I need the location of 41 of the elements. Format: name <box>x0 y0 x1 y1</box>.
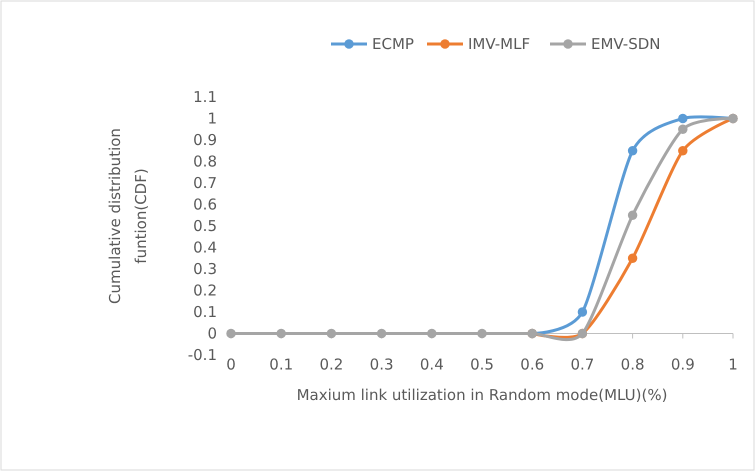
y-tick-label: 0.9 <box>193 130 217 149</box>
y-tick-label: 0.4 <box>193 238 217 256</box>
y-tick-label: 0.5 <box>193 216 217 235</box>
y-tick-label: 0.2 <box>193 281 217 300</box>
x-tick-label: 0.2 <box>319 356 344 374</box>
point <box>427 328 437 338</box>
point <box>578 307 588 317</box>
legend-label: ECMP <box>372 35 414 53</box>
y-tick-label: 0.6 <box>193 195 217 214</box>
point <box>628 146 638 156</box>
x-tick-label: 0.7 <box>570 356 594 374</box>
point <box>678 124 688 134</box>
legend-label: IMV-MLF <box>468 35 530 53</box>
x-tick-label: 0.4 <box>420 356 444 374</box>
x-axis-title: Maxium link utilization in Random mode(MLU)(%) <box>296 386 668 404</box>
x-tick-label: 0 <box>226 356 236 374</box>
x-tick-label: 0.8 <box>620 356 645 374</box>
point <box>678 114 688 124</box>
y-tick-label: 0.7 <box>193 174 217 192</box>
point <box>628 210 638 220</box>
y-tick-label: 0.3 <box>193 260 217 278</box>
x-tick-label: 0.6 <box>520 356 544 374</box>
y-tick-label: -0.1 <box>188 346 217 364</box>
x-tick-label: 0.1 <box>269 356 294 374</box>
x-tick-label: 0.9 <box>670 356 695 374</box>
point <box>477 328 487 338</box>
point <box>628 254 638 263</box>
y-tick-label: 1 <box>207 109 217 128</box>
y-axis-title: Cumulative distribution funtion(CDF) <box>106 128 150 304</box>
y-tick-label: 0.8 <box>193 152 217 170</box>
x-tick-label: 1 <box>728 356 738 374</box>
point <box>276 328 286 338</box>
y-tick-label: 0 <box>207 324 217 342</box>
x-tick-label: 0.3 <box>370 356 394 374</box>
point <box>376 328 386 338</box>
y-tick-label: 0.1 <box>193 302 217 321</box>
point <box>326 328 336 338</box>
legend-label: EMV-SDN <box>591 35 661 53</box>
y-tick-label: 1.1 <box>193 88 217 106</box>
x-tick-label: 0.5 <box>470 356 494 374</box>
point <box>678 146 688 156</box>
